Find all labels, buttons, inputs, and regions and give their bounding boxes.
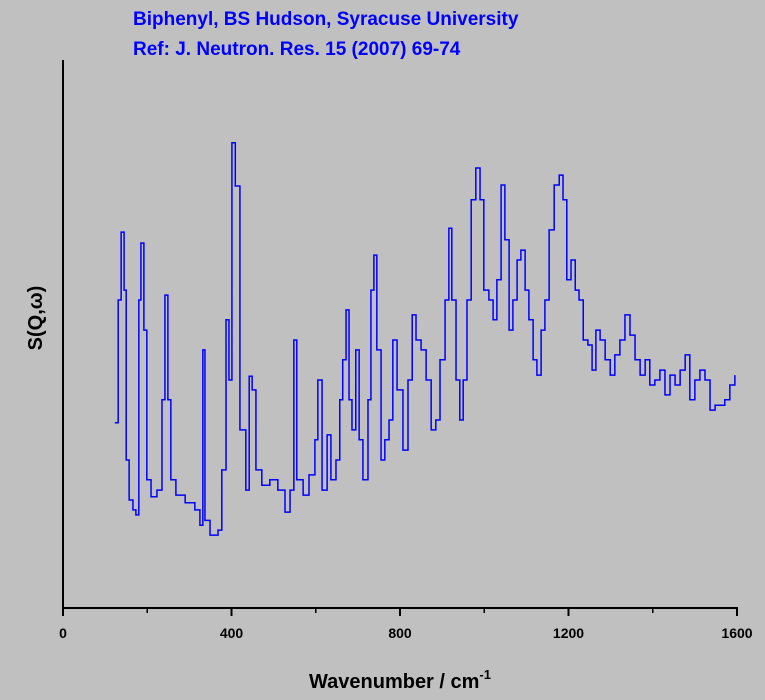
x-tick-label: 1600: [721, 625, 752, 641]
x-axis-label: Wavenumber / cm-1: [309, 667, 491, 693]
x-tick-label: 1200: [553, 625, 584, 641]
chart-title: Biphenyl, BS Hudson, Syracuse University: [133, 9, 519, 30]
x-tick-label: 400: [220, 625, 244, 641]
chart-title: Ref: J. Neutron. Res. 15 (2007) 69-74: [133, 39, 461, 60]
x-axis-label-main: Wavenumber / cm: [309, 671, 479, 693]
x-axis-label-sup: -1: [479, 667, 491, 682]
spectrum-line: [114, 141, 736, 536]
y-axis-label: S(Q,ω): [25, 286, 47, 351]
x-tick-label: 800: [388, 625, 412, 641]
x-tick-label: 0: [59, 625, 67, 641]
